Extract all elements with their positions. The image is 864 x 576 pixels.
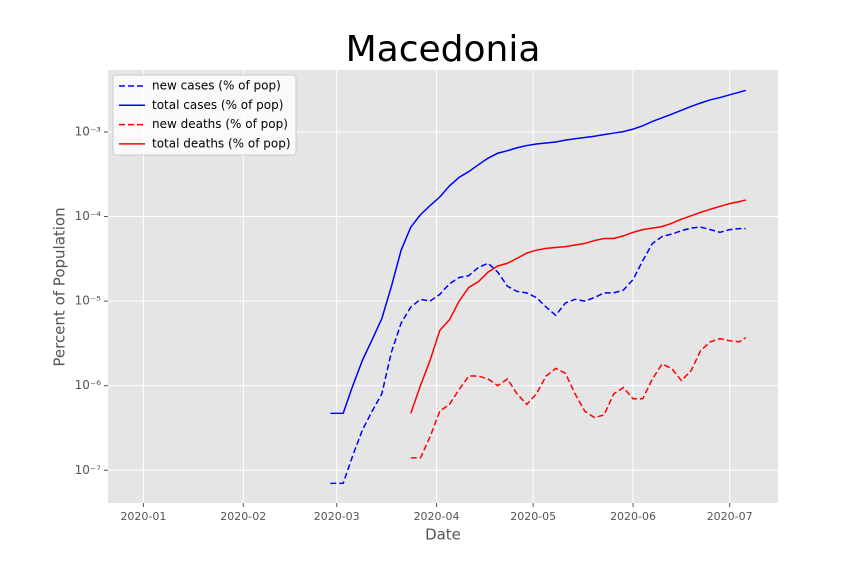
legend: new cases (% of pop) total cases (% of po… (112, 74, 297, 156)
x-tick-label: 2020-02 (220, 510, 266, 523)
series-line (330, 90, 746, 413)
y-tick-label: 10⁻³ (75, 124, 102, 138)
x-tick-label: 2020-06 (610, 510, 656, 523)
legend-label: new deaths (% of pop) (152, 117, 288, 131)
legend-label: total cases (% of pop) (152, 98, 283, 112)
x-tick-label: 2020-07 (707, 510, 753, 523)
series-line (411, 338, 746, 458)
x-tick-label: 2020-03 (314, 510, 360, 523)
lines (330, 90, 746, 483)
y-tick-label: 10⁻⁷ (75, 463, 102, 477)
y-tick-label: 10⁻⁶ (75, 378, 102, 392)
series-line (330, 227, 746, 483)
x-tick-label: 2020-01 (120, 510, 166, 523)
grid (108, 70, 778, 503)
chart-title: Macedonia (346, 29, 541, 70)
y-tick-label: 10⁻⁴ (75, 209, 102, 223)
series-line (411, 200, 746, 413)
x-tick-label: 2020-04 (414, 510, 460, 523)
y-tick-label: 10⁻⁵ (75, 294, 102, 308)
x-tick-label: 2020-05 (510, 510, 556, 523)
legend-label: new cases (% of pop) (152, 79, 281, 93)
legend-box (112, 74, 297, 156)
y-axis-label: Percent of Population (51, 207, 69, 366)
x-axis-label: Date (425, 526, 461, 544)
legend-label: total deaths (% of pop) (152, 136, 291, 150)
